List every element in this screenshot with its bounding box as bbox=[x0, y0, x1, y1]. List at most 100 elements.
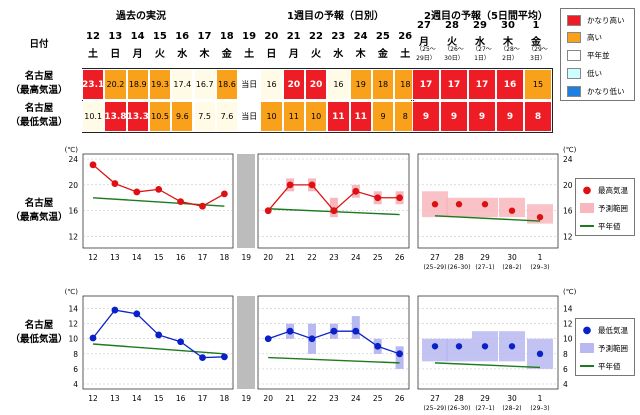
legend-high: 高い bbox=[567, 31, 602, 43]
min-xtick: 17 bbox=[198, 394, 208, 403]
week2-range-end: 2日） bbox=[502, 55, 518, 62]
min-ytick-left: 4 bbox=[73, 380, 78, 389]
week2-day-number: 28 bbox=[445, 20, 459, 31]
min-xtick: 26 bbox=[395, 394, 405, 403]
min-xtick: 13 bbox=[110, 394, 120, 403]
min-xtick: 21 bbox=[285, 394, 295, 403]
max-observed-point bbox=[133, 188, 141, 196]
max-xtick: 13 bbox=[110, 253, 120, 262]
cell-today-min: 当日 bbox=[238, 101, 261, 132]
day-weekday: 木 bbox=[355, 49, 366, 60]
cell-min-week2: 9 bbox=[468, 101, 496, 132]
min-observed-point bbox=[177, 338, 185, 346]
day-weekday: 火 bbox=[311, 49, 321, 60]
day-number: 21 bbox=[286, 31, 301, 42]
chart-min-row-label: 名古屋 （最低気温） bbox=[4, 319, 74, 347]
day-weekday: 金 bbox=[377, 49, 388, 60]
min-observed-point bbox=[111, 306, 119, 314]
min-forecast-point bbox=[374, 342, 382, 350]
min-week2-point bbox=[431, 343, 439, 350]
min-ytick-left: 12 bbox=[68, 320, 78, 329]
min-unit-right: (℃) bbox=[563, 288, 577, 296]
chart-min-city: 名古屋 bbox=[24, 320, 54, 331]
category-legend: かなり高い 高い 平年並 低い かなり低い bbox=[560, 8, 635, 101]
day-weekday: 月 bbox=[132, 49, 143, 60]
max-ytick-left: 20 bbox=[68, 181, 78, 190]
max-observed-point bbox=[199, 202, 206, 210]
cell-min-past: 9.6 bbox=[171, 101, 194, 132]
cell-max-forecast: 18 bbox=[371, 69, 395, 100]
min-observed-point bbox=[199, 354, 206, 361]
min-week2-xtick: 30 bbox=[507, 394, 517, 403]
max-week2-xtick: 27 bbox=[430, 253, 440, 262]
min-observed-point bbox=[89, 334, 97, 342]
min-xtick: 23 bbox=[329, 394, 339, 403]
cell-max-past: 23.1 bbox=[82, 69, 105, 100]
week2-range-start: （28〜 bbox=[500, 46, 520, 53]
max-week2-xtick: 30 bbox=[507, 253, 517, 262]
date-header-label: 日付 bbox=[29, 39, 49, 50]
day-number: 22 bbox=[309, 31, 323, 42]
min-observed-point bbox=[155, 331, 163, 339]
max-week2-point bbox=[431, 201, 439, 208]
max-forecast-point bbox=[374, 194, 382, 202]
cell-max-past: 19.3 bbox=[148, 69, 172, 100]
cell-max-week2: 17 bbox=[412, 69, 440, 100]
day-number: 20 bbox=[264, 31, 279, 42]
week2-weekday: 火 bbox=[447, 37, 457, 48]
week2-day-number: 1 bbox=[532, 20, 540, 31]
max-ytick-left: 24 bbox=[68, 155, 78, 164]
max-week2-xtick: 28 bbox=[454, 253, 464, 262]
max-normal-week2 bbox=[434, 215, 541, 222]
max-week2-point bbox=[508, 207, 516, 214]
max-xtick: 16 bbox=[176, 253, 186, 262]
min-ytick-right: 4 bbox=[563, 380, 568, 389]
max-past-frame bbox=[82, 153, 234, 249]
min-week2-range-bar bbox=[446, 338, 472, 362]
min-past-frame bbox=[82, 295, 234, 390]
week2-weekday: 月 bbox=[419, 37, 429, 48]
chart-max-city: 名古屋 bbox=[24, 198, 54, 209]
max-xtick: 20 bbox=[263, 253, 273, 262]
legend-max-point: ● 最高気温 bbox=[582, 184, 628, 196]
min-normal-forecast bbox=[268, 356, 400, 364]
min-observed-point bbox=[221, 353, 228, 361]
max-week2-frame bbox=[417, 153, 559, 249]
cell-min-week2: 8 bbox=[524, 101, 552, 132]
min-ytick-right: 6 bbox=[563, 365, 568, 374]
min-xtick: 16 bbox=[176, 394, 186, 403]
min-xtick: 19 bbox=[242, 394, 252, 403]
cell-max-week2: 16 bbox=[496, 69, 524, 100]
min-week2-point bbox=[455, 343, 463, 350]
max-xtick: 19 bbox=[242, 253, 252, 262]
max-week2-range-bar bbox=[472, 197, 498, 218]
day-weekday: 金 bbox=[221, 49, 232, 60]
cell-max-past: 17.4 bbox=[171, 69, 194, 100]
day-number: 18 bbox=[219, 31, 234, 42]
week2-day-number: 29 bbox=[473, 20, 487, 31]
min-week2-xtick: 28 bbox=[454, 394, 464, 403]
max-unit-right: (℃) bbox=[563, 146, 577, 154]
cell-min-past: 7.6 bbox=[215, 101, 239, 132]
max-ytick-left: 12 bbox=[68, 233, 78, 242]
cell-min-forecast: 11 bbox=[282, 101, 305, 132]
week2-range-end: 30日） bbox=[444, 55, 464, 62]
max-ytick-left: 16 bbox=[68, 207, 78, 216]
cell-min-week2: 9 bbox=[412, 101, 440, 132]
legend-very-high: かなり高い bbox=[567, 14, 625, 26]
section-week1-title: 1週目の予報（日別） bbox=[287, 11, 384, 22]
min-ytick-right: 10 bbox=[563, 335, 573, 344]
max-week2-range-bar bbox=[527, 204, 553, 224]
max-xtick: 24 bbox=[351, 253, 361, 262]
min-week2-xtick: 29 bbox=[480, 394, 490, 403]
max-week2-xtick: 1 bbox=[538, 253, 543, 262]
row-label-min-type: （最低気温） bbox=[10, 117, 68, 128]
min-forecast-point bbox=[286, 327, 294, 335]
max-xtick: 26 bbox=[395, 253, 405, 262]
max-xtick: 17 bbox=[198, 253, 208, 262]
day-number: 12 bbox=[86, 31, 100, 42]
legend-min-normal: 平年値 bbox=[580, 360, 621, 372]
cell-min-past: 7.5 bbox=[193, 101, 216, 132]
max-xtick: 15 bbox=[154, 253, 164, 262]
